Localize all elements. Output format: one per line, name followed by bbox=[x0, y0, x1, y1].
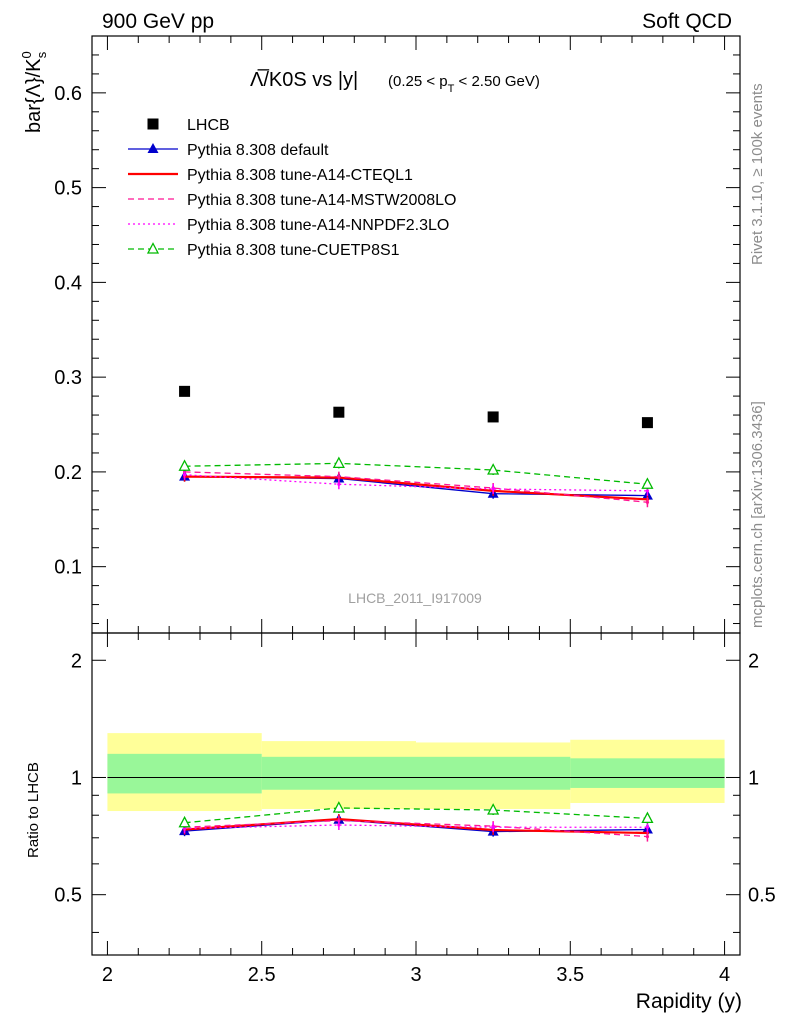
legend-entry: Pythia 8.308 default bbox=[128, 142, 329, 159]
legend-entry: Pythia 8.308 tune-A14-CTEQL1 bbox=[128, 167, 413, 184]
main-data-point bbox=[333, 406, 345, 418]
main-data-point bbox=[178, 459, 191, 471]
rivet-version-label: Rivet 3.1.10, ≥ 100k events bbox=[749, 83, 766, 265]
ratio-data-point bbox=[182, 826, 187, 830]
plot-title-cut: (0.25 < pT < 2.50 GeV) bbox=[388, 73, 540, 95]
main-y-tick-label: 0.3 bbox=[54, 367, 82, 389]
main-series-line bbox=[184, 474, 648, 492]
ratio-series-2 bbox=[182, 815, 650, 842]
main-data-point bbox=[645, 489, 650, 493]
x-tick-label: 3.5 bbox=[556, 964, 584, 986]
mcplots-reference-label: mcplots.cern.ch [arXiv:1306.3436] bbox=[749, 401, 766, 628]
main-data-point bbox=[179, 385, 191, 397]
main-series-line bbox=[184, 462, 648, 485]
ratio-y-tick-label: 0.5 bbox=[54, 885, 82, 907]
main-data-point bbox=[641, 417, 653, 429]
ratio-data-point bbox=[641, 811, 654, 824]
ratio-series-line bbox=[184, 817, 648, 835]
header-category-label: Soft QCD bbox=[642, 10, 732, 33]
ratio-uncertainty-band-inner bbox=[107, 753, 262, 794]
analysis-watermark: LHCB_2011_I917009 bbox=[348, 590, 482, 606]
legend-marker-swatch bbox=[146, 242, 160, 254]
ratio-series-4 bbox=[178, 801, 654, 828]
main-y-tick-label: 0.6 bbox=[54, 83, 82, 105]
ratio-data-point bbox=[332, 801, 345, 813]
ratio-uncertainty-band-inner bbox=[416, 756, 571, 790]
legend-entry: Pythia 8.308 tune-CUETP8S1 bbox=[128, 242, 400, 259]
main-plot-panel: 0.1 0.2 0.3 0.4 0.5 0.6 LHCB_2011_I917009 Λ̅/… bbox=[19, 35, 741, 634]
x-tick-label: 2 bbox=[102, 964, 113, 986]
legend-marker-swatch bbox=[147, 118, 159, 130]
ratio-data-point bbox=[491, 825, 495, 829]
ratio-uncertainty-band-inner bbox=[261, 756, 416, 790]
main-data-point bbox=[182, 473, 187, 477]
legend-marker-swatch bbox=[147, 143, 159, 153]
legend-label: Pythia 8.308 default bbox=[187, 142, 329, 159]
main-data-point bbox=[337, 482, 341, 486]
main-data-point bbox=[645, 500, 650, 504]
legend-entry: LHCB bbox=[147, 117, 230, 134]
main-data-point bbox=[487, 411, 499, 423]
legend-entry: Pythia 8.308 tune-A14-MSTW2008LO bbox=[128, 192, 456, 209]
ratio-uncertainty-band-inner bbox=[570, 758, 725, 788]
ratio-y-tick-label-right: 1 bbox=[748, 767, 759, 789]
plot-title-main: Λ̅/K0S vs |y| bbox=[250, 68, 358, 91]
main-y-axis-label: bar{Λ}/K0s bbox=[19, 51, 49, 133]
main-plot-axes: 0.1 0.2 0.3 0.4 0.5 0.6 bbox=[54, 36, 740, 633]
x-tick-label: 4 bbox=[719, 964, 730, 986]
main-data-point bbox=[487, 463, 500, 475]
ratio-plot-axes: 2 2.5 3 3.5 4 0.5 0.5 1 1 2 2 bbox=[54, 633, 776, 986]
main-series-4 bbox=[182, 469, 650, 496]
legend-entry: Pythia 8.308 tune-A14-NNPDF2.3LO bbox=[128, 217, 449, 234]
ratio-data-point bbox=[645, 834, 650, 839]
ratio-y-axis-label: Ratio to LHCB bbox=[25, 762, 42, 858]
main-data-point bbox=[332, 456, 345, 469]
main-data-point bbox=[491, 487, 495, 491]
main-y-tick-label: 0.1 bbox=[54, 557, 82, 579]
legend-label: Pythia 8.308 tune-A14-MSTW2008LO bbox=[187, 192, 456, 209]
main-series-line bbox=[184, 471, 648, 503]
main-y-tick-label: 0.2 bbox=[54, 462, 82, 484]
main-y-tick-label: 0.5 bbox=[54, 178, 82, 200]
main-plot-data bbox=[178, 385, 654, 508]
main-data-point bbox=[337, 475, 341, 479]
x-tick-label: 3 bbox=[410, 964, 421, 986]
x-tick-label: 2.5 bbox=[248, 964, 276, 986]
ratio-series-line bbox=[184, 824, 648, 830]
ratio-data-point bbox=[337, 823, 341, 827]
ratio-series-line bbox=[184, 807, 648, 824]
ratio-data-point bbox=[487, 803, 500, 815]
plot-title: Λ̅/K0S vs |y| (0.25 < pT < 2.50 GeV) bbox=[250, 68, 540, 95]
ratio-plot-panel: 2 2.5 3 3.5 4 0.5 0.5 1 1 2 2 Ratio to LHCB Rapidi… bbox=[25, 632, 776, 1013]
legend-label: LHCB bbox=[187, 117, 230, 134]
main-data-point bbox=[641, 477, 654, 489]
legend-label: Pythia 8.308 tune-A14-NNPDF2.3LO bbox=[187, 217, 449, 234]
main-series-0 bbox=[179, 385, 653, 429]
ratio-y-tick-label-right: 0.5 bbox=[748, 885, 776, 907]
ratio-plot-data bbox=[107, 733, 725, 842]
ratio-y-tick-label: 2 bbox=[71, 650, 82, 672]
ratio-series-line bbox=[184, 819, 648, 838]
main-series-line bbox=[184, 475, 648, 501]
ratio-y-tick-label: 1 bbox=[71, 767, 82, 789]
main-series-5 bbox=[178, 456, 654, 490]
ratio-data-point bbox=[645, 825, 650, 829]
main-y-tick-label: 0.4 bbox=[54, 272, 82, 294]
x-axis-label: Rapidity (y) bbox=[636, 990, 742, 1013]
legend-label: Pythia 8.308 tune-CUETP8S1 bbox=[187, 242, 400, 259]
ratio-data-point bbox=[178, 815, 191, 828]
ratio-y-tick-label-right: 2 bbox=[748, 650, 759, 672]
legend-label: Pythia 8.308 tune-A14-CTEQL1 bbox=[187, 167, 413, 184]
legend: LHCB Pythia 8.308 default Pythia 8.308 tun… bbox=[128, 117, 456, 259]
header-collision-label: 900 GeV pp bbox=[102, 10, 214, 33]
main-series-2 bbox=[182, 471, 650, 505]
